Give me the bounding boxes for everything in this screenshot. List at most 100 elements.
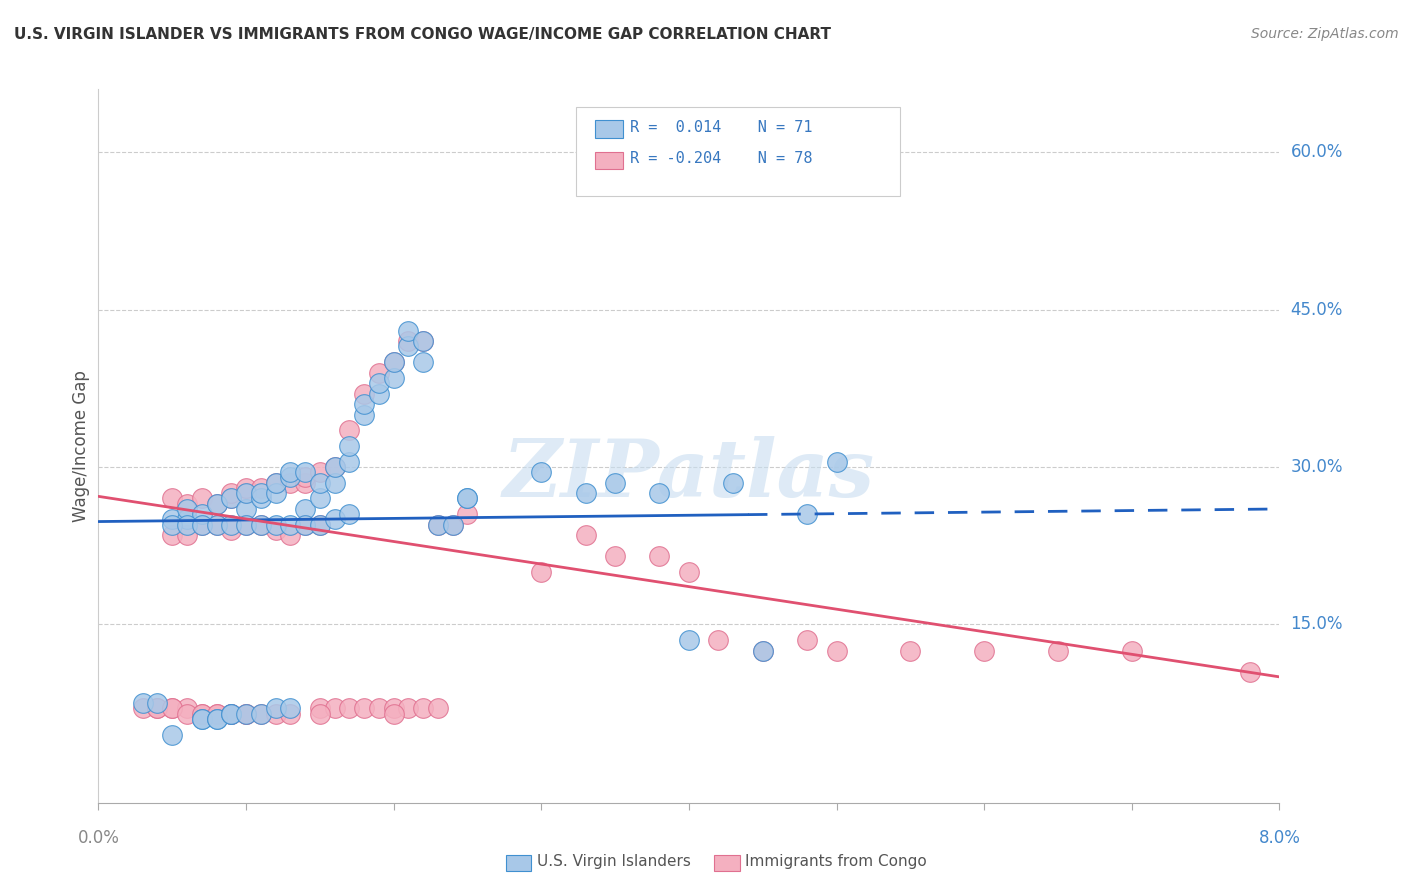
Point [235,517,257,532]
Point [382,701,405,715]
Point [162,701,183,715]
Point [235,706,257,721]
Point [162,528,183,542]
Point [176,517,198,532]
Text: 8.0%: 8.0% [1258,829,1301,847]
Point [368,386,391,401]
Point [250,491,273,506]
Point [412,334,434,348]
Text: U.S. Virgin Islanders: U.S. Virgin Islanders [537,855,690,869]
Point [235,706,257,721]
Point [191,507,214,521]
Point [339,701,361,715]
Point [280,701,302,715]
Point [323,460,346,475]
Point [162,701,183,715]
Point [280,470,302,484]
Point [294,465,316,479]
Point [339,423,361,437]
Point [191,712,214,726]
Point [457,491,479,506]
Text: 15.0%: 15.0% [1291,615,1343,633]
Text: Source: ZipAtlas.com: Source: ZipAtlas.com [1251,27,1399,41]
Point [162,512,183,526]
Point [323,460,346,475]
Point [176,706,198,721]
Point [382,355,405,369]
Point [264,486,287,500]
Point [146,696,169,710]
Point [205,517,228,532]
Point [575,528,598,542]
Point [162,517,183,532]
Point [339,507,361,521]
Point [235,486,257,500]
Point [412,355,434,369]
Point [457,507,479,521]
Point [250,706,273,721]
Point [221,517,243,532]
Point [294,470,316,484]
Point [678,633,700,648]
Point [205,712,228,726]
Point [323,512,346,526]
Point [132,696,155,710]
Point [294,475,316,490]
Point [176,528,198,542]
Point [796,507,818,521]
Point [323,475,346,490]
Point [323,701,346,715]
Point [235,706,257,721]
Point [264,706,287,721]
Point [605,549,627,564]
Point [146,701,169,715]
Point [221,523,243,537]
Point [441,517,464,532]
Point [427,701,450,715]
Text: R =  0.014    N = 71: R = 0.014 N = 71 [630,120,813,135]
Point [339,439,361,453]
Point [309,465,332,479]
Point [132,701,155,715]
Point [191,517,214,532]
Point [294,517,316,532]
Point [221,486,243,500]
Point [294,502,316,516]
Point [205,497,228,511]
Point [309,517,332,532]
Point [250,517,273,532]
Point [1121,643,1143,657]
Point [280,528,302,542]
Point [678,565,700,579]
Point [900,643,922,657]
Text: R = -0.204    N = 78: R = -0.204 N = 78 [630,152,813,166]
Point [221,706,243,721]
Point [221,706,243,721]
Point [1046,643,1070,657]
Point [205,497,228,511]
Point [353,397,375,411]
Point [205,706,228,721]
Point [353,408,375,422]
Point [412,334,434,348]
Point [382,355,405,369]
Point [250,486,273,500]
Y-axis label: Wage/Income Gap: Wage/Income Gap [72,370,90,522]
Text: 0.0%: 0.0% [77,829,120,847]
Point [825,643,848,657]
Point [250,706,273,721]
Point [280,706,302,721]
Point [176,497,198,511]
Point [280,465,302,479]
Point [280,517,302,532]
Point [309,517,332,532]
Point [796,633,818,648]
Point [235,502,257,516]
Point [146,701,169,715]
Point [398,324,420,338]
Text: Immigrants from Congo: Immigrants from Congo [745,855,927,869]
Point [1239,665,1261,679]
Point [427,517,450,532]
Point [382,371,405,385]
Point [162,728,183,742]
